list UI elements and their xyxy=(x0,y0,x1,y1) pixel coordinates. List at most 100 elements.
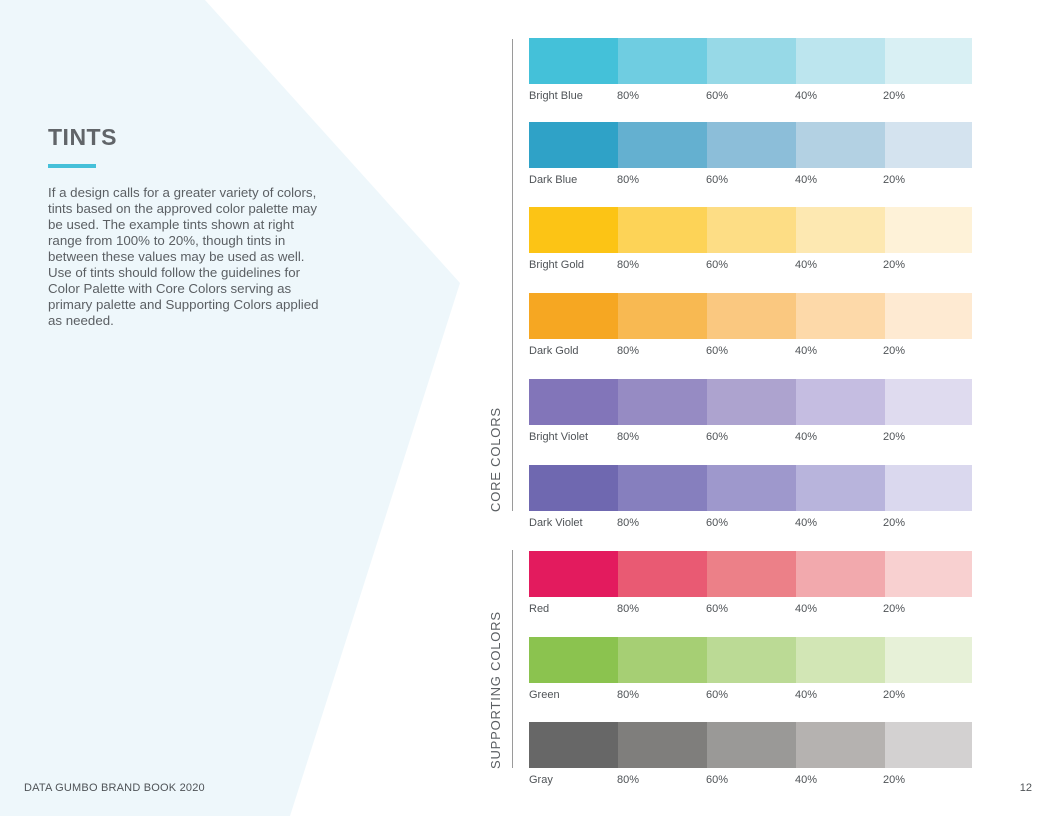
tint-percent-label: 60% xyxy=(706,90,729,102)
red-swatch-80 xyxy=(618,551,707,597)
dark-gold-swatch-100 xyxy=(529,293,618,339)
tint-percent-label: 40% xyxy=(795,689,818,701)
tint-percent-label: 20% xyxy=(883,174,906,186)
tint-percent-label: 40% xyxy=(795,517,818,529)
dark-violet-swatch-20 xyxy=(885,465,972,511)
bright-violet-swatch-20 xyxy=(885,379,972,425)
tint-percent-label: 40% xyxy=(795,174,818,186)
swatch-name: Red xyxy=(529,603,550,615)
red-tint-row xyxy=(529,551,972,597)
dark-blue-swatch-60 xyxy=(707,122,796,168)
tint-percent-label: 20% xyxy=(883,345,906,357)
tint-percent-label: 20% xyxy=(883,431,906,443)
bright-violet-swatch-40 xyxy=(796,379,885,425)
bright-blue-swatch-60 xyxy=(707,38,796,84)
red-labels: Red 80% 60% 40% 20% xyxy=(529,603,972,617)
tint-percent-label: 80% xyxy=(617,603,640,615)
tint-percent-label: 20% xyxy=(883,517,906,529)
bright-blue-swatch-40 xyxy=(796,38,885,84)
bright-violet-swatch-80 xyxy=(618,379,707,425)
swatch-name: Bright Gold xyxy=(529,259,585,271)
tint-percent-label: 80% xyxy=(617,345,640,357)
tint-percent-label: 40% xyxy=(795,774,818,786)
gray-labels: Gray 80% 60% 40% 20% xyxy=(529,774,972,788)
dark-blue-swatch-80 xyxy=(618,122,707,168)
dark-gold-labels: Dark Gold 80% 60% 40% 20% xyxy=(529,345,972,359)
green-swatch-80 xyxy=(618,637,707,683)
green-swatch-20 xyxy=(885,637,972,683)
gray-swatch-60 xyxy=(707,722,796,768)
swatch-name: Dark Violet xyxy=(529,517,583,529)
dark-blue-swatch-100 xyxy=(529,122,618,168)
tint-percent-label: 60% xyxy=(706,345,729,357)
dark-blue-swatch-20 xyxy=(885,122,972,168)
bright-gold-tint-row xyxy=(529,207,972,253)
green-tint-row xyxy=(529,637,972,683)
tint-percent-label: 40% xyxy=(795,90,818,102)
tint-percent-label: 80% xyxy=(617,90,640,102)
swatch-name: Bright Blue xyxy=(529,90,583,102)
green-swatch-60 xyxy=(707,637,796,683)
dark-gold-swatch-20 xyxy=(885,293,972,339)
tint-percent-label: 80% xyxy=(617,689,640,701)
red-swatch-40 xyxy=(796,551,885,597)
dark-gold-swatch-60 xyxy=(707,293,796,339)
swatch-name: Gray xyxy=(529,774,553,786)
dark-blue-labels: Dark Blue 80% 60% 40% 20% xyxy=(529,174,972,188)
tint-percent-label: 20% xyxy=(883,90,906,102)
gray-tint-row xyxy=(529,722,972,768)
bright-blue-tint-row xyxy=(529,38,972,84)
swatch-name: Green xyxy=(529,689,560,701)
tint-percent-label: 60% xyxy=(706,259,729,271)
bright-blue-swatch-80 xyxy=(618,38,707,84)
dark-violet-tint-row xyxy=(529,465,972,511)
green-labels: Green 80% 60% 40% 20% xyxy=(529,689,972,703)
page-title: TINTS xyxy=(48,124,117,150)
bright-gold-labels: Bright Gold 80% 60% 40% 20% xyxy=(529,259,972,273)
title-underline xyxy=(48,164,96,168)
dark-violet-swatch-40 xyxy=(796,465,885,511)
footer-brand-title: DATA GUMBO BRAND BOOK 2020 xyxy=(24,782,205,794)
tint-percent-label: 40% xyxy=(795,259,818,271)
bright-gold-swatch-60 xyxy=(707,207,796,253)
swatch-name: Dark Gold xyxy=(529,345,579,357)
gray-swatch-20 xyxy=(885,722,972,768)
swatch-name: Dark Blue xyxy=(529,174,578,186)
bright-violet-tint-row xyxy=(529,379,972,425)
red-swatch-20 xyxy=(885,551,972,597)
red-swatch-100 xyxy=(529,551,618,597)
dark-violet-swatch-80 xyxy=(618,465,707,511)
tint-percent-label: 60% xyxy=(706,689,729,701)
tint-percent-label: 20% xyxy=(883,689,906,701)
tint-percent-label: 60% xyxy=(706,517,729,529)
tint-percent-label: 80% xyxy=(617,431,640,443)
bright-violet-swatch-60 xyxy=(707,379,796,425)
bright-blue-swatch-20 xyxy=(885,38,972,84)
page-number: 12 xyxy=(1019,782,1032,794)
core-colors-divider xyxy=(512,39,513,511)
intro-paragraph: If a design calls for a greater variety … xyxy=(48,185,319,328)
bright-violet-swatch-100 xyxy=(529,379,618,425)
gray-swatch-100 xyxy=(529,722,618,768)
tint-percent-label: 60% xyxy=(706,774,729,786)
dark-violet-swatch-60 xyxy=(707,465,796,511)
dark-blue-tint-row xyxy=(529,122,972,168)
bright-gold-swatch-20 xyxy=(885,207,972,253)
dark-gold-swatch-80 xyxy=(618,293,707,339)
dark-gold-tint-row xyxy=(529,293,972,339)
bright-violet-labels: Bright Violet 80% 60% 40% 20% xyxy=(529,431,972,445)
green-swatch-40 xyxy=(796,637,885,683)
supporting-colors-label: SUPPORTING COLORS xyxy=(488,611,503,769)
tint-percent-label: 60% xyxy=(706,603,729,615)
tint-percent-label: 80% xyxy=(617,259,640,271)
bright-gold-swatch-40 xyxy=(796,207,885,253)
tint-percent-label: 80% xyxy=(617,517,640,529)
dark-blue-swatch-40 xyxy=(796,122,885,168)
tint-percent-label: 40% xyxy=(795,603,818,615)
red-swatch-60 xyxy=(707,551,796,597)
tint-percent-label: 40% xyxy=(795,345,818,357)
tint-percent-label: 40% xyxy=(795,431,818,443)
bright-blue-swatch-100 xyxy=(529,38,618,84)
gray-swatch-40 xyxy=(796,722,885,768)
